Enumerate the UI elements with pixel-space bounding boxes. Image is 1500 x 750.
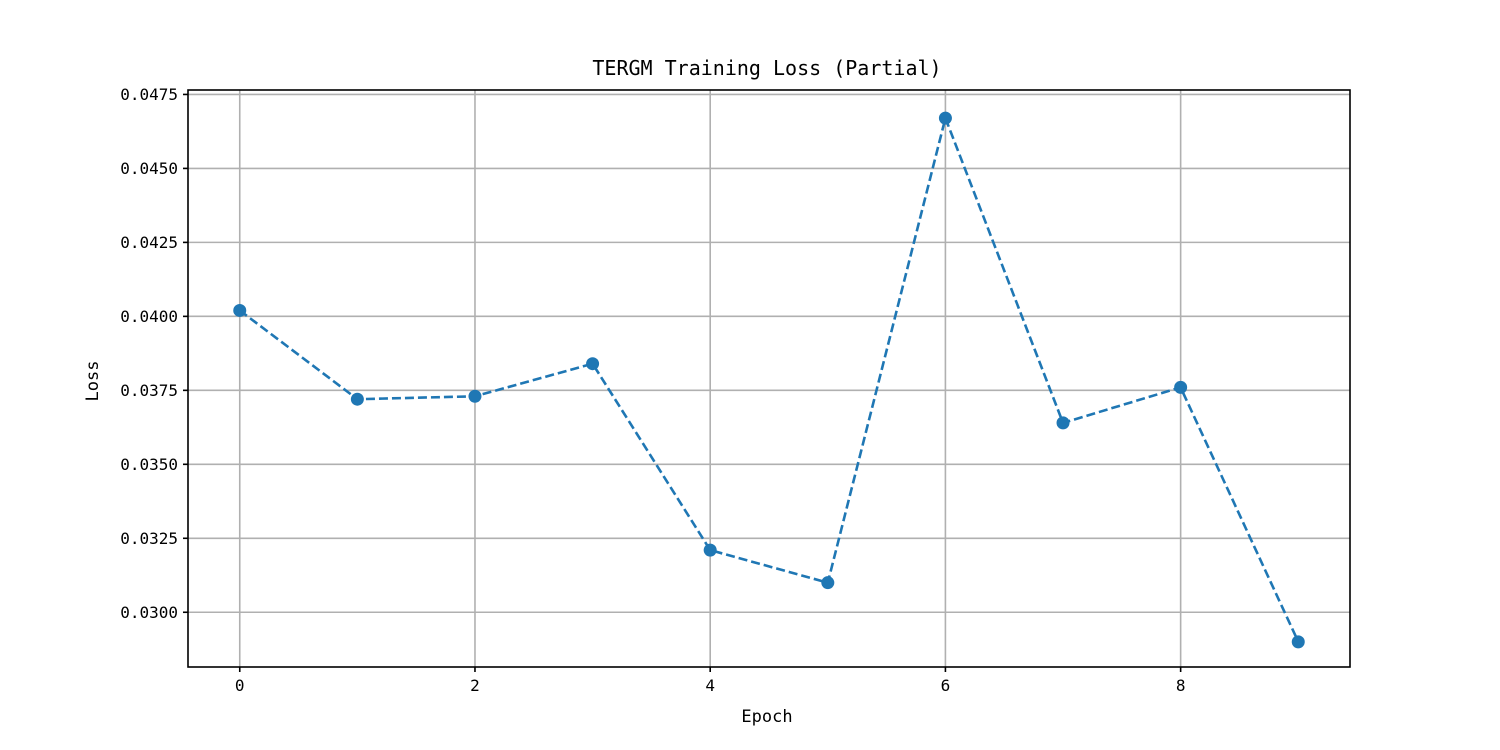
y-tick-label: 0.0325 bbox=[120, 529, 178, 548]
loss-data-point bbox=[586, 357, 600, 371]
loss-data-point bbox=[1291, 635, 1305, 649]
y-tick-label: 0.0375 bbox=[120, 381, 178, 400]
loss-data-point bbox=[350, 392, 364, 406]
loss-data-point bbox=[1174, 380, 1188, 394]
loss-data-point bbox=[703, 543, 717, 557]
y-tick-label: 0.0350 bbox=[120, 455, 178, 474]
plot-frame bbox=[187, 89, 1351, 668]
x-tick-label: 4 bbox=[705, 676, 715, 695]
loss-data-point bbox=[938, 111, 952, 125]
y-tick-label: 0.0425 bbox=[120, 233, 178, 252]
y-tick-label: 0.0400 bbox=[120, 307, 178, 326]
loss-series-line bbox=[238, 113, 1300, 643]
loss-data-point bbox=[468, 389, 482, 403]
x-tick-label: 0 bbox=[235, 676, 245, 695]
series-layer bbox=[233, 111, 1305, 649]
x-tick-label: 2 bbox=[470, 676, 480, 695]
grid-layer bbox=[188, 90, 1350, 667]
y-axis-label: Loss bbox=[83, 361, 103, 402]
loss-data-point bbox=[821, 576, 835, 590]
x-axis-label: Epoch bbox=[741, 707, 792, 727]
loss-data-point bbox=[1056, 416, 1070, 430]
x-tick-label: 8 bbox=[1176, 676, 1186, 695]
chart-title: TERGM Training Loss (Partial) bbox=[592, 56, 941, 80]
ticks-layer: 0 2 4 6 8 0.0300 0.0325 0.0350 0.0375 0.0400 0.042… bbox=[120, 85, 1185, 695]
x-tick-label: 6 bbox=[941, 676, 951, 695]
y-tick-label: 0.0300 bbox=[120, 603, 178, 622]
loss-data-point bbox=[233, 303, 247, 317]
y-tick-label: 0.0450 bbox=[120, 159, 178, 178]
y-tick-label: 0.0475 bbox=[120, 85, 178, 104]
